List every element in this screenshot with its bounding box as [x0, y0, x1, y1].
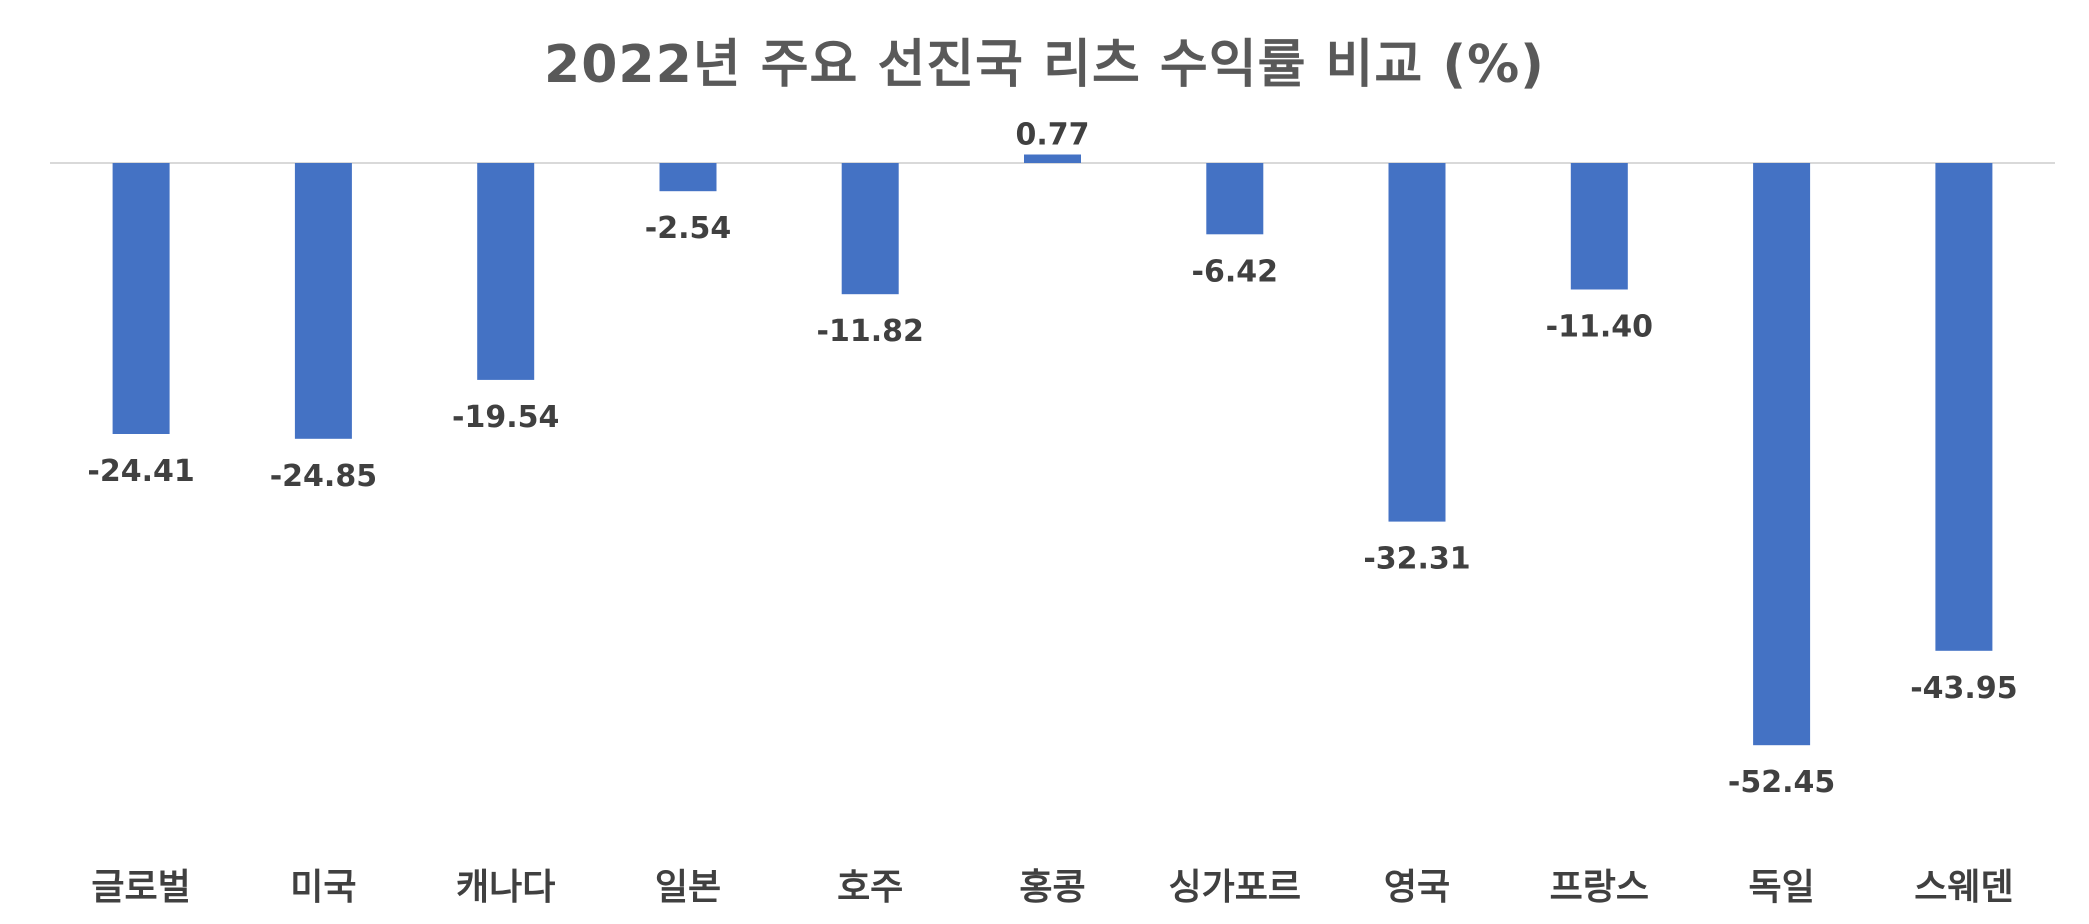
- data-label-3: -2.54: [645, 211, 731, 246]
- category-label-10: 스웨덴: [1914, 867, 2013, 908]
- data-label-2: -19.54: [452, 400, 559, 435]
- data-label-10: -43.95: [1910, 671, 2017, 706]
- category-label-2: 캐나다: [456, 867, 555, 908]
- category-label-6: 싱가포르: [1169, 867, 1301, 908]
- data-label-4: -11.82: [817, 314, 924, 349]
- data-label-8: -11.40: [1546, 310, 1653, 345]
- chart-title: 2022년 주요 선진국 리츠 수익률 비교 (%): [544, 35, 1545, 95]
- category-label-5: 홍콩: [1019, 867, 1085, 908]
- bar-0: [112, 163, 170, 434]
- category-label-4: 호주: [837, 867, 903, 908]
- bar-9: [1753, 163, 1811, 746]
- data-label-6: -6.42: [1192, 254, 1278, 289]
- data-label-1: -24.85: [270, 459, 377, 494]
- bar-5: [1024, 154, 1081, 163]
- category-label-3: 일본: [655, 867, 721, 908]
- bar-10: [1935, 163, 1993, 651]
- bar-3: [659, 163, 717, 192]
- data-label-7: -32.31: [1363, 542, 1470, 577]
- category-label-1: 미국: [290, 867, 356, 908]
- data-label-5: 0.77: [1015, 118, 1089, 153]
- bar-1: [294, 163, 352, 439]
- category-label-0: 글로벌: [91, 867, 190, 908]
- category-label-9: 독일: [1748, 867, 1814, 908]
- bar-8: [1570, 163, 1628, 290]
- bar-4: [841, 163, 899, 295]
- data-label-0: -24.41: [87, 454, 194, 489]
- bar-6: [1206, 163, 1264, 235]
- bar-7: [1388, 163, 1446, 522]
- data-label-9: -52.45: [1728, 765, 1835, 800]
- bar-2: [477, 163, 535, 380]
- category-label-8: 프랑스: [1550, 867, 1649, 908]
- category-label-7: 영국: [1384, 867, 1450, 908]
